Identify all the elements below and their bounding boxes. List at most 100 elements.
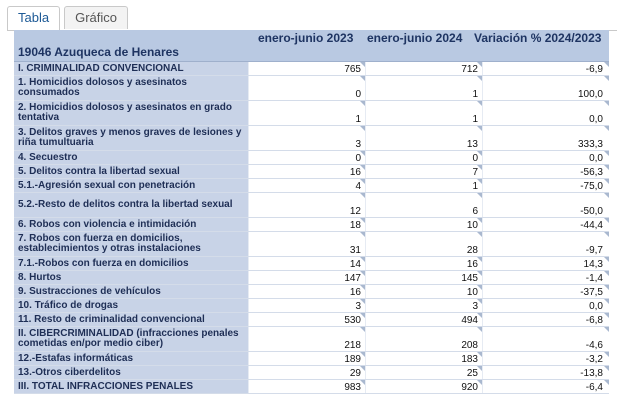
tab-tabla[interactable]: Tabla <box>7 6 61 30</box>
cell-v2024: 10 <box>365 285 482 298</box>
corner-marker-icon <box>477 380 482 385</box>
corner-marker-icon <box>604 179 609 184</box>
cell-v2024: 13 <box>365 126 482 150</box>
tab-bar: Tabla Gráfico <box>7 6 132 30</box>
cell-value: 29 <box>349 368 361 379</box>
cell-value: 16 <box>349 287 361 298</box>
col-header-2023: enero-junio 2023 <box>258 31 354 45</box>
cell-value: 3 <box>355 301 361 312</box>
cell-var: 0,0 <box>482 151 609 164</box>
corner-marker-icon <box>477 299 482 304</box>
cell-v2024: 183 <box>365 352 482 365</box>
table-header: enero-junio 2023 enero-junio 2024 Variac… <box>14 30 609 62</box>
cell-var: -56,3 <box>482 165 609 178</box>
cell-v2023: 12 <box>248 193 365 217</box>
col-header-variation: Variación % 2024/2023 <box>474 31 602 45</box>
cell-value: -56,3 <box>580 167 603 178</box>
corner-marker-icon <box>360 62 365 67</box>
row-label: 5.2.-Resto de delitos contra la libertad… <box>14 193 248 217</box>
table-row: 6. Robos con violencia e intimidación 18 1… <box>14 218 609 232</box>
table-body: I. CRIMINALIDAD CONVENCIONAL 765 712 -6,9 1.… <box>14 62 609 394</box>
cell-value: -75,0 <box>580 181 603 192</box>
cell-v2023: 29 <box>248 366 365 379</box>
corner-marker-icon <box>604 165 609 170</box>
cell-v2023: 218 <box>248 327 365 351</box>
corner-marker-icon <box>360 313 365 318</box>
corner-marker-icon <box>477 285 482 290</box>
row-label: 7. Robos con fuerza en domicilios, estab… <box>14 232 248 256</box>
cell-var: -6,8 <box>482 313 609 326</box>
cell-value: 1 <box>472 114 478 125</box>
corner-marker-icon <box>604 285 609 290</box>
table-row: 4. Secuestro 0 0 0,0 <box>14 151 609 165</box>
cell-value: 983 <box>344 382 361 393</box>
cell-value: 333,3 <box>577 139 603 150</box>
corner-marker-icon <box>604 380 609 385</box>
corner-marker-icon <box>360 271 365 276</box>
cell-value: 28 <box>466 245 478 256</box>
corner-marker-icon <box>477 193 482 198</box>
corner-marker-icon <box>360 327 365 332</box>
cell-value: -3,2 <box>585 354 603 365</box>
cell-value: 12 <box>349 206 361 217</box>
table-row: 10. Tráfico de drogas 3 3 0,0 <box>14 299 609 313</box>
corner-marker-icon <box>360 179 365 184</box>
cell-v2024: 920 <box>365 380 482 393</box>
cell-value: 10 <box>466 220 478 231</box>
row-label: 13.-Otros ciberdelitos <box>14 366 248 379</box>
cell-var: -3,2 <box>482 352 609 365</box>
cell-v2024: 1 <box>365 101 482 125</box>
table-row: 5.1.-Agresión sexual con penetración 4 1 -7… <box>14 179 609 193</box>
table-row: 1. Homicidios dolosos y asesinatos consu… <box>14 76 609 101</box>
corner-marker-icon <box>604 299 609 304</box>
cell-value: 712 <box>461 64 478 75</box>
tab-grafico[interactable]: Gráfico <box>64 6 128 29</box>
cell-value: -37,5 <box>580 287 603 298</box>
corner-marker-icon <box>604 126 609 131</box>
cell-v2023: 16 <box>248 165 365 178</box>
cell-value: 16 <box>349 167 361 178</box>
cell-v2024: 3 <box>365 299 482 312</box>
cell-v2023: 18 <box>248 218 365 231</box>
corner-marker-icon <box>604 232 609 237</box>
row-label: 10. Tráfico de drogas <box>14 299 248 312</box>
cell-value: 16 <box>466 259 478 270</box>
cell-v2023: 16 <box>248 285 365 298</box>
cell-var: 14,3 <box>482 257 609 270</box>
corner-marker-icon <box>604 218 609 223</box>
cell-var: -37,5 <box>482 285 609 298</box>
cell-v2023: 189 <box>248 352 365 365</box>
location-title: 19046 Azuqueca de Henares <box>18 45 179 59</box>
cell-value: 1 <box>472 89 478 100</box>
cell-v2024: 7 <box>365 165 482 178</box>
cell-value: 31 <box>349 245 361 256</box>
cell-value: -6,4 <box>585 382 603 393</box>
table-row: 9. Sustracciones de vehículos 16 10 -37,5 <box>14 285 609 299</box>
cell-value: 0,0 <box>589 153 603 164</box>
corner-marker-icon <box>477 257 482 262</box>
corner-marker-icon <box>360 193 365 198</box>
table-row: 13.-Otros ciberdelitos 29 25 -13,8 <box>14 366 609 380</box>
cell-v2024: 25 <box>365 366 482 379</box>
cell-var: -4,6 <box>482 327 609 351</box>
cell-value: 3 <box>472 301 478 312</box>
cell-v2023: 983 <box>248 380 365 393</box>
row-label: 4. Secuestro <box>14 151 248 164</box>
cell-value: 7 <box>472 167 478 178</box>
cell-value: -9,7 <box>585 245 603 256</box>
cell-v2023: 31 <box>248 232 365 256</box>
cell-value: 1 <box>472 181 478 192</box>
table-row: III. TOTAL INFRACCIONES PENALES 983 920 -6,… <box>14 380 609 394</box>
cell-value: 189 <box>344 354 361 365</box>
corner-marker-icon <box>360 257 365 262</box>
row-label: I. CRIMINALIDAD CONVENCIONAL <box>14 62 248 75</box>
cell-value: 14,3 <box>583 259 603 270</box>
corner-marker-icon <box>604 101 609 106</box>
corner-marker-icon <box>604 327 609 332</box>
cell-value: 6 <box>472 206 478 217</box>
cell-value: 208 <box>461 340 478 351</box>
cell-value: 145 <box>461 273 478 284</box>
corner-marker-icon <box>360 366 365 371</box>
cell-value: -6,8 <box>585 315 603 326</box>
cell-var: -6,9 <box>482 62 609 75</box>
